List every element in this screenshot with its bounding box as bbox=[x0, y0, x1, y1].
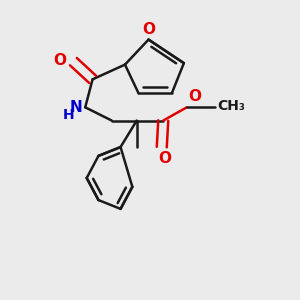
Text: O: O bbox=[142, 22, 155, 37]
Text: N: N bbox=[70, 100, 82, 115]
Text: O: O bbox=[158, 152, 171, 166]
Text: H: H bbox=[63, 108, 75, 122]
Text: O: O bbox=[188, 89, 201, 104]
Text: CH₃: CH₃ bbox=[218, 99, 246, 113]
Text: O: O bbox=[53, 53, 66, 68]
